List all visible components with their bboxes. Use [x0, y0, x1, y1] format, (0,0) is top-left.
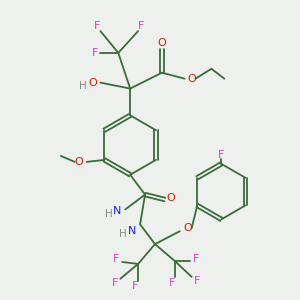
Text: F: F	[112, 278, 119, 288]
Text: F: F	[94, 21, 101, 31]
Text: F: F	[194, 276, 200, 286]
Text: O: O	[167, 193, 175, 202]
Text: F: F	[92, 48, 99, 58]
Text: N: N	[113, 206, 122, 216]
Text: F: F	[132, 281, 138, 291]
Text: F: F	[218, 150, 224, 160]
Text: O: O	[158, 38, 166, 48]
Text: F: F	[169, 278, 175, 288]
Text: O: O	[187, 74, 196, 84]
Text: H: H	[119, 229, 127, 239]
Text: F: F	[192, 254, 199, 264]
Text: H: H	[79, 81, 86, 91]
Text: F: F	[138, 21, 144, 31]
Text: H: H	[104, 209, 112, 219]
Text: O: O	[183, 223, 192, 233]
Text: N: N	[128, 226, 136, 236]
Text: O: O	[74, 157, 83, 167]
Text: F: F	[113, 254, 119, 264]
Text: O: O	[88, 78, 97, 88]
